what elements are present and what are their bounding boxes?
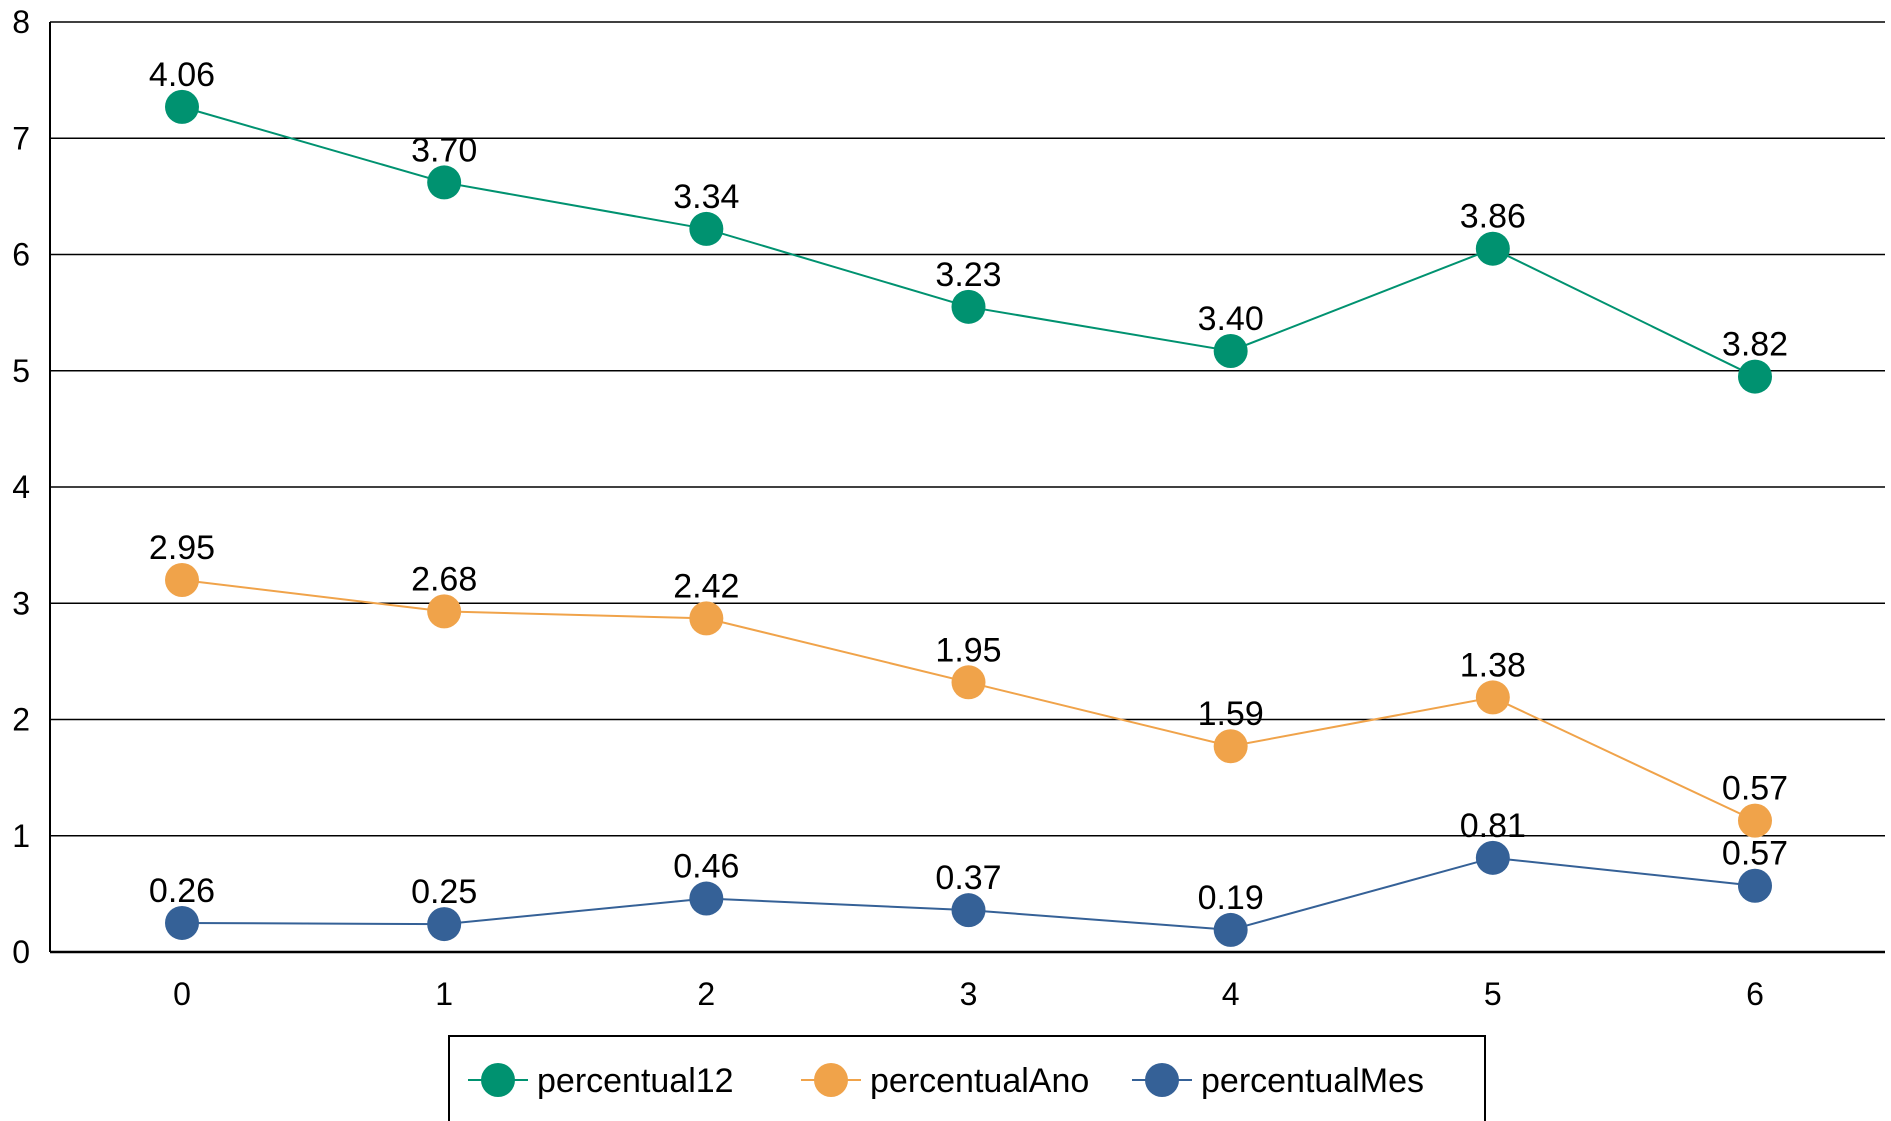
data-label-percentual12: 3.34: [673, 178, 739, 216]
x-tick-label: 2: [697, 976, 715, 1012]
data-point-percentualMes: [1213, 912, 1248, 947]
data-label-percentualMes: 0.25: [411, 873, 477, 911]
series-group: [165, 89, 1772, 947]
data-point-percentual12: [165, 89, 199, 124]
legend-marker-percentual12: [481, 1063, 515, 1097]
data-label-percentualAno: 1.38: [1460, 646, 1526, 684]
gridlines: [50, 21, 1885, 837]
data-label-percentualMes: 0.19: [1198, 879, 1264, 917]
y-tick-label: 2: [12, 702, 30, 738]
data-label-percentualMes: 0.46: [673, 848, 739, 886]
data-label-percentualMes: 0.81: [1460, 807, 1526, 845]
y-tick-label: 4: [12, 469, 30, 505]
legend: percentual12 percentualAno percentualMes: [448, 1035, 1486, 1121]
y-tick-label: 7: [12, 120, 30, 156]
y-tick-label: 8: [12, 4, 30, 40]
data-label-percentualAno: 1.59: [1198, 695, 1264, 733]
x-tick-label: 0: [173, 976, 191, 1012]
data-point-percentualAno: [427, 594, 462, 629]
data-point-percentualMes: [427, 907, 462, 942]
data-label-percentualAno: 0.57: [1722, 770, 1788, 808]
legend-label-percentual12: percentual12: [537, 1062, 734, 1100]
x-tick-label: 3: [960, 976, 978, 1012]
data-label-percentual12: 3.40: [1198, 300, 1264, 338]
data-label-percentual12: 3.82: [1722, 326, 1788, 364]
data-label-percentualAno: 2.95: [149, 529, 215, 567]
data-label-percentual12: 3.70: [411, 131, 477, 169]
data-label-percentualAno: 2.42: [673, 567, 739, 605]
x-tick-label: 5: [1484, 976, 1502, 1012]
data-point-percentualMes: [689, 881, 724, 916]
data-label-percentualAno: 2.68: [411, 560, 477, 598]
data-point-percentual12: [1475, 231, 1510, 266]
data-point-percentualAno: [165, 563, 199, 597]
data-label-percentual12: 3.23: [935, 256, 1001, 294]
legend-marker-percentualAno: [814, 1063, 848, 1097]
data-label-percentual12: 4.06: [149, 56, 215, 94]
legend-box: [448, 1035, 1486, 1121]
data-label-percentualMes: 0.57: [1722, 835, 1788, 873]
data-point-percentual12: [1738, 359, 1772, 394]
y-tick-label: 6: [12, 237, 30, 273]
series-line-percentualAno: [181, 579, 1756, 822]
y-tick-label: 1: [12, 818, 30, 854]
legend-label-percentualMes: percentualMes: [1201, 1062, 1424, 1100]
data-point-percentualAno: [1738, 803, 1772, 838]
data-point-percentualAno: [1475, 680, 1510, 715]
x-tick-label: 6: [1746, 976, 1764, 1012]
axes: 0 1 2 3 4 5 6 7 8 0 1 2 3 4 5 6: [12, 4, 1885, 1012]
y-tick-label: 0: [12, 934, 30, 970]
data-point-percentual12: [951, 289, 986, 324]
data-label-percentualMes: 0.37: [935, 859, 1001, 897]
x-tick-label: 4: [1222, 976, 1240, 1012]
data-point-percentualAno: [1213, 729, 1248, 764]
data-label-percentual12: 3.86: [1460, 198, 1526, 236]
x-tick-label: 1: [435, 976, 453, 1012]
data-label-percentualMes: 0.26: [149, 872, 215, 910]
y-tick-label: 5: [12, 353, 30, 389]
data-point-percentual12: [427, 165, 462, 200]
data-point-percentualMes: [1738, 868, 1772, 903]
data-point-percentual12: [1213, 333, 1248, 368]
y-tick-label: 3: [12, 585, 30, 621]
data-point-percentualAno: [689, 601, 724, 636]
legend-marker-percentualMes: [1145, 1063, 1179, 1097]
data-labels: 4.06 3.70 3.34 3.23 3.40 3.86 3.82 2.95 2.68 2.42…: [149, 56, 1788, 917]
data-point-percentualMes: [1475, 840, 1510, 875]
data-point-percentual12: [689, 211, 724, 246]
legend-label-percentualAno: percentualAno: [870, 1062, 1089, 1100]
data-point-percentualAno: [951, 665, 986, 700]
data-point-percentualMes: [165, 905, 199, 940]
data-label-percentualAno: 1.95: [935, 631, 1001, 669]
data-point-percentualMes: [951, 893, 986, 928]
